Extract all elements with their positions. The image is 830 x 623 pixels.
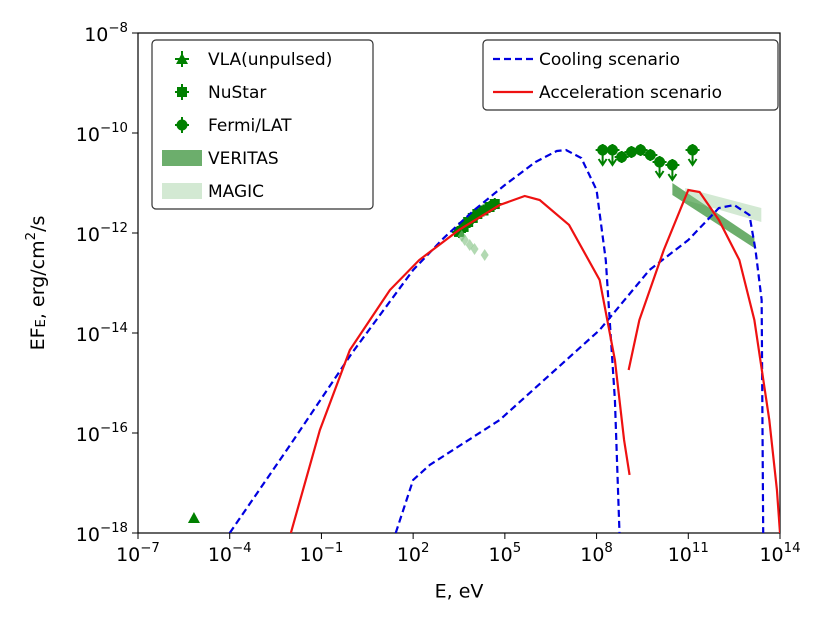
x-tick-label: 108 xyxy=(580,541,613,566)
x-tick-label: 10−4 xyxy=(208,541,252,566)
marker-circle xyxy=(176,119,188,131)
marker-square xyxy=(177,87,187,97)
marker-circle xyxy=(687,144,699,156)
legend-label: Cooling scenario xyxy=(539,50,680,70)
x-tick-label: 1014 xyxy=(759,541,800,566)
series-line xyxy=(289,188,780,533)
legend-swatch xyxy=(162,183,202,199)
x-tick-label: 10−1 xyxy=(300,541,344,566)
marker-triangle xyxy=(176,53,188,64)
legend-label: VERITAS xyxy=(208,149,279,169)
legend-label: NuStar xyxy=(208,83,266,103)
legend-box xyxy=(482,39,779,111)
y-tick-label: 10−12 xyxy=(76,221,128,246)
marker-square xyxy=(484,202,495,213)
plot-frame xyxy=(137,32,781,534)
marker-diamond xyxy=(480,249,489,262)
marker-diamond xyxy=(470,242,479,255)
y-tick-label: 10−8 xyxy=(84,21,128,46)
plot-area xyxy=(187,144,780,533)
marker-circle xyxy=(635,144,647,156)
legend-swatch xyxy=(162,150,202,166)
y-axis-label: EFE, erg/cm2/s xyxy=(24,216,49,351)
marker-circle xyxy=(616,151,628,163)
marker-circle xyxy=(625,146,637,158)
marker-circle xyxy=(654,156,666,168)
x-axis-label: E, eV xyxy=(435,581,484,603)
marker-circle xyxy=(606,144,618,156)
band xyxy=(672,183,755,249)
x-tick-label: 1011 xyxy=(668,541,709,566)
marker-diamond xyxy=(460,234,469,247)
marker-circle xyxy=(644,149,656,161)
marker-square xyxy=(489,199,500,210)
legend-box xyxy=(151,39,374,210)
legend-label: Acceleration scenario xyxy=(539,83,722,103)
legend-label: MAGIC xyxy=(208,182,264,202)
marker-square xyxy=(478,205,489,216)
marker-circle xyxy=(666,159,678,171)
marker-square xyxy=(472,208,483,219)
x-tick-label: 10−7 xyxy=(116,541,160,566)
band xyxy=(685,188,762,222)
x-tick-label: 102 xyxy=(397,541,430,566)
y-tick-label: 10−14 xyxy=(76,321,128,346)
marker-triangle xyxy=(187,511,200,523)
legend-label: Fermi/LAT xyxy=(208,116,292,136)
x-tick-label: 105 xyxy=(489,541,522,566)
y-tick-label: 10−10 xyxy=(76,121,128,146)
marker-circle xyxy=(597,144,609,156)
series-line xyxy=(228,148,765,533)
y-tick-label: 10−18 xyxy=(76,521,128,546)
y-tick-label: 10−16 xyxy=(76,421,128,446)
legend-label: VLA(unpulsed) xyxy=(208,50,332,70)
